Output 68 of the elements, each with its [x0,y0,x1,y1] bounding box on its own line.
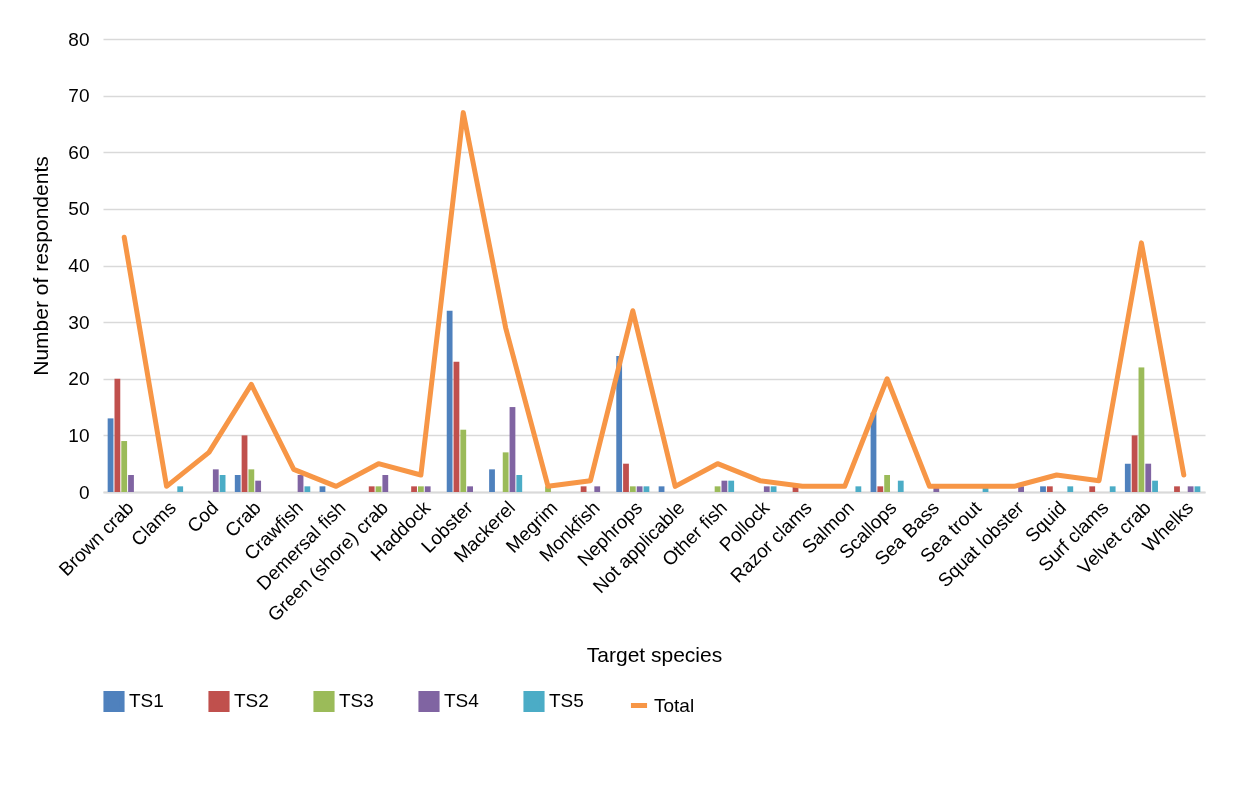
y-tick-label: 0 [78,481,90,503]
legend-label: TS1 [129,690,164,712]
y-tick-label: 10 [68,424,90,446]
bar [1152,480,1158,492]
legend-label: TS5 [549,690,584,712]
y-tick-label: 60 [68,141,90,163]
bar [877,486,884,492]
bar [1067,486,1074,492]
bar [643,486,650,492]
bar [1124,463,1131,492]
y-tick-label: 20 [68,368,90,390]
bar [248,469,255,492]
bar [460,429,467,492]
bar [884,475,891,492]
bar [580,486,587,492]
bar [855,486,862,492]
bar [128,475,134,492]
bar [897,480,904,492]
bar [424,486,431,492]
bar [763,486,770,492]
bar [234,475,241,492]
bar [1194,486,1201,492]
bar [255,480,262,492]
bar [1089,486,1096,492]
bar [1046,486,1053,492]
bar [319,486,326,492]
bar [594,486,601,492]
bar [375,486,382,492]
y-axis-title: Number of respondents [29,156,53,376]
y-tick-label: 50 [68,198,90,220]
legend-label: TS4 [444,690,480,712]
x-axis-title: Target species [586,643,723,667]
y-tick-label: 40 [68,255,90,276]
legend-label: TS3 [339,690,374,712]
y-tick-label: 30 [68,311,90,333]
bar [714,486,721,492]
bar [629,486,636,492]
x-tick-label: Cod [182,497,223,537]
bar [1174,486,1180,492]
bar [516,475,523,492]
bar [467,486,473,492]
y-tick-label: 70 [68,85,90,107]
bar [1131,435,1138,492]
bar [1187,486,1194,492]
bar [417,486,424,492]
bar [502,452,509,492]
legend-label: Total [654,694,695,716]
bar [1145,463,1152,492]
bar [636,486,643,492]
bar [446,310,453,492]
bar [770,486,777,492]
bar [411,486,417,492]
bar [1109,486,1116,492]
bar [489,469,495,492]
y-tick-label: 80 [68,28,90,50]
bar [177,486,184,492]
bar [382,475,389,492]
legend-label: TS2 [234,690,269,712]
bar [114,378,121,492]
bar [658,486,665,492]
bar [368,486,375,492]
bar [1040,486,1046,492]
bar [728,480,735,492]
bar [623,463,629,492]
bar [721,480,728,492]
bar [304,486,311,492]
bar [121,441,128,492]
bar [212,469,219,492]
